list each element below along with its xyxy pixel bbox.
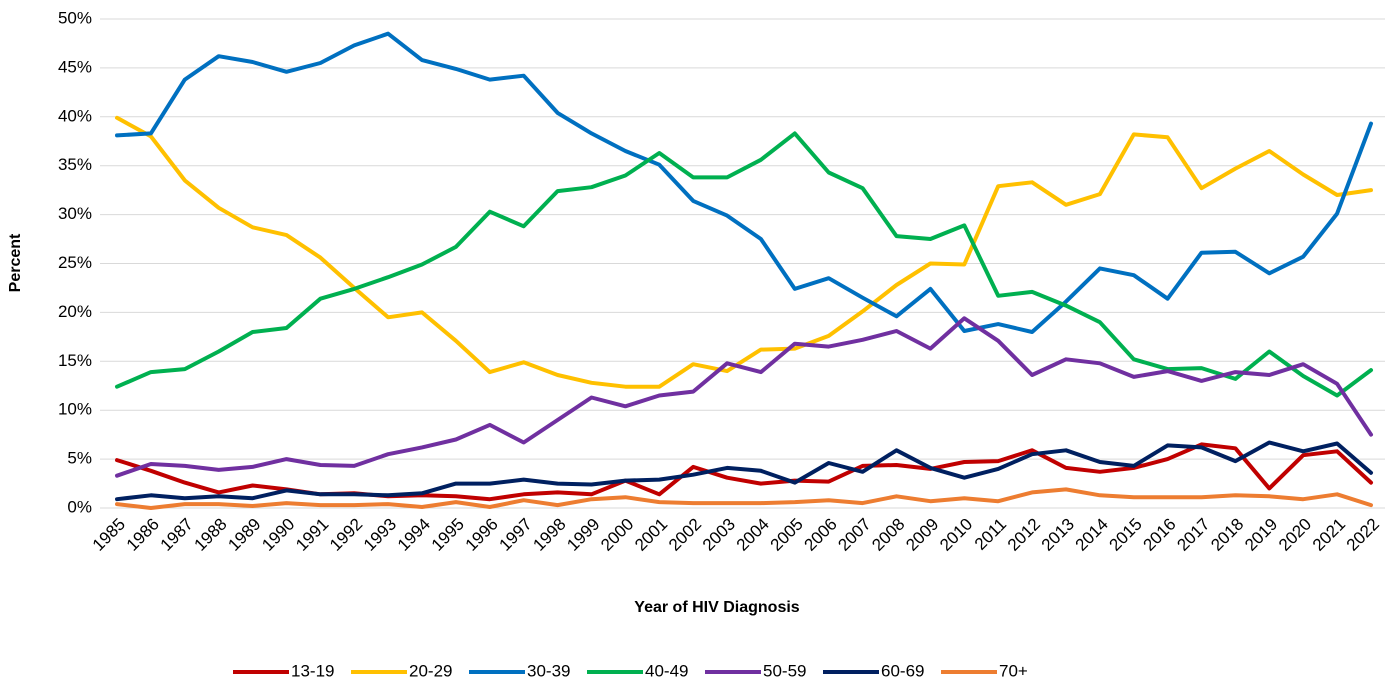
x-tick-label: 2010: [936, 515, 976, 555]
x-tick-label: 1990: [258, 515, 298, 555]
x-tick-label: 2003: [699, 515, 739, 555]
x-tick-label: 2019: [1241, 515, 1281, 555]
x-tick-label: 2020: [1275, 515, 1315, 555]
x-tick-label: 1988: [190, 515, 230, 555]
x-tick-label: 2012: [1004, 515, 1044, 555]
x-tick-label: 2016: [1139, 515, 1179, 555]
x-tick-label: 2021: [1309, 515, 1349, 555]
x-tick-label: 2011: [971, 515, 1010, 554]
legend-label: 60-69: [881, 661, 924, 680]
x-tick-label: 1987: [157, 515, 197, 555]
x-tick-label: 2008: [868, 515, 908, 555]
x-tick-label: 1999: [563, 515, 603, 555]
y-axis-title: Percent: [7, 233, 24, 292]
y-tick-label: 15%: [58, 351, 92, 370]
series-line: [115, 115, 1373, 389]
x-tick-label: 2007: [834, 515, 874, 555]
x-tick-label: 1991: [292, 515, 332, 555]
y-tick-label: 50%: [58, 8, 92, 27]
legend-label: 30-39: [527, 661, 570, 680]
x-tick-label: 2000: [597, 515, 637, 555]
x-tick-label: 2009: [902, 515, 942, 555]
x-tick-label: 1998: [529, 515, 569, 555]
y-tick-label: 5%: [67, 449, 92, 468]
y-tick-label: 30%: [58, 204, 92, 223]
series-line: [115, 487, 1373, 510]
x-tick-label: 2001: [631, 515, 671, 555]
x-tick-label: 2013: [1038, 515, 1078, 555]
x-tick-label: 1997: [496, 515, 536, 555]
x-tick-label: 2002: [665, 515, 705, 555]
y-tick-label: 0%: [67, 497, 92, 516]
y-tick-label: 10%: [58, 400, 92, 419]
legend-label: 40-49: [645, 661, 688, 680]
legend-label: 20-29: [409, 661, 452, 680]
x-tick-label: 2006: [801, 515, 841, 555]
series-line: [115, 31, 1373, 334]
x-tick-label: 1993: [360, 515, 400, 555]
x-tick-label: 2017: [1173, 515, 1213, 555]
x-tick-label: 2015: [1106, 515, 1146, 555]
x-tick-label: 1995: [428, 515, 468, 555]
x-tick-label: 2014: [1072, 515, 1112, 555]
y-tick-label: 35%: [58, 155, 92, 174]
series-line: [115, 316, 1373, 478]
x-tick-label: 1985: [89, 515, 129, 555]
x-tick-label: 2005: [767, 515, 807, 555]
x-axis-title: Year of HIV Diagnosis: [634, 599, 799, 616]
x-tick-label: 1992: [326, 515, 366, 555]
y-tick-label: 40%: [58, 106, 92, 125]
series-line: [115, 440, 1373, 502]
x-tick-label: 1996: [462, 515, 502, 555]
legend-label: 70+: [999, 661, 1028, 680]
x-tick-label: 1986: [123, 515, 163, 555]
x-tick-label: 1989: [224, 515, 264, 555]
x-tick-label: 2004: [733, 515, 773, 555]
series-line: [115, 131, 1373, 398]
y-tick-label: 20%: [58, 302, 92, 321]
legend-label: 13-19: [291, 661, 334, 680]
x-tick-label: 2018: [1207, 515, 1247, 555]
x-tick-label: 1994: [394, 515, 434, 555]
x-tick-label: 2022: [1343, 515, 1383, 555]
y-tick-label: 45%: [58, 57, 92, 76]
legend-label: 50-59: [763, 661, 806, 680]
y-tick-label: 25%: [58, 253, 92, 272]
